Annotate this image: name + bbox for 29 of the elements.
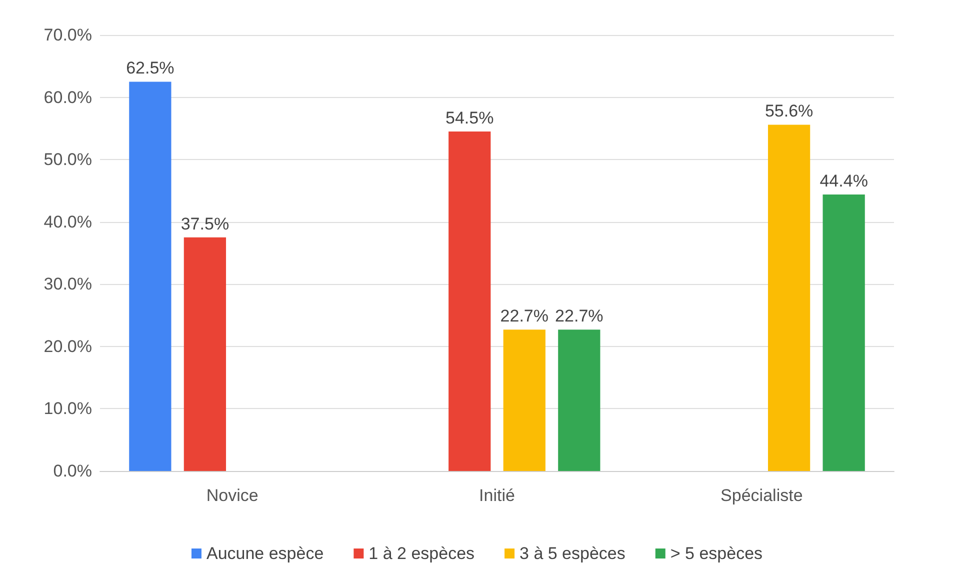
y-tick-label: 60.0% [44, 88, 92, 107]
bar [558, 330, 600, 471]
bar [768, 124, 810, 471]
data-label: 37.5% [180, 214, 230, 234]
y-tick-label: 10.0% [44, 399, 92, 418]
data-label: 62.5% [126, 58, 174, 78]
legend-label: Aucune espèce [206, 544, 324, 563]
data-label: 54.5% [446, 108, 494, 128]
x-tick-label: Spécialiste [720, 486, 803, 505]
data-label: 44.4% [820, 171, 868, 190]
data-label: 22.7% [500, 306, 548, 326]
legend-label: 1 à 2 espèces [368, 544, 475, 563]
data-label: 22.7% [555, 306, 604, 326]
bar [503, 330, 546, 471]
y-tick-label: 70.0% [44, 26, 92, 44]
legend-label: > 5 espèces [670, 544, 763, 563]
bar [822, 194, 865, 471]
x-tick-label: Novice [206, 486, 258, 505]
y-tick-label: 20.0% [44, 336, 92, 356]
y-tick-label: 50.0% [44, 150, 92, 170]
legend-label: 3 à 5 espèces [520, 544, 626, 563]
y-tick-label: 30.0% [44, 274, 92, 294]
y-tick-label: 40.0% [44, 212, 92, 232]
bar [184, 237, 226, 471]
x-tick-label: Initié [479, 486, 515, 505]
data-label: 55.6% [764, 102, 814, 121]
y-tick-label: 0.0% [53, 462, 92, 480]
bar [129, 82, 172, 471]
bar [448, 132, 491, 471]
